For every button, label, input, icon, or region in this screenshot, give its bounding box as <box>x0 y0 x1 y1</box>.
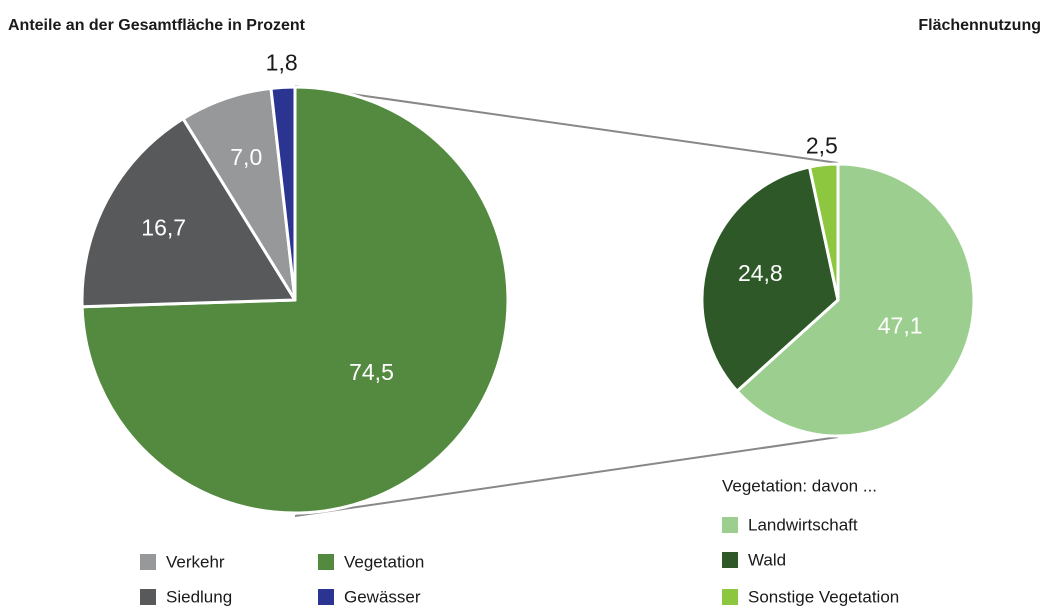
subtitle: Anteile an der Gesamtfläche in Prozent <box>8 17 306 34</box>
title: Flächennutzung <box>918 17 1041 34</box>
pie-slice <box>807 162 840 302</box>
data-label: 7,0 <box>230 144 262 170</box>
legend-swatch <box>722 517 738 533</box>
legend-swatch <box>318 554 334 570</box>
pie-slice <box>80 117 297 309</box>
pie-slice <box>735 162 976 438</box>
data-label: 47,1 <box>878 313 923 339</box>
legend-title: Vegetation: davon ... <box>722 476 877 495</box>
legend-label: Vegetation <box>344 552 424 571</box>
legend-swatch <box>722 552 738 568</box>
data-label: 74,5 <box>349 359 394 385</box>
pie-slice <box>700 165 840 393</box>
legend-swatch <box>140 554 156 570</box>
data-label: 2,5 <box>806 132 838 158</box>
data-label: 1,8 <box>266 50 298 76</box>
legend-label: Sonstige Vegetation <box>748 587 899 606</box>
data-label: 16,7 <box>141 214 186 240</box>
connector <box>294 436 839 517</box>
legend-label: Landwirtschaft <box>748 515 858 534</box>
legend-label: Siedlung <box>166 587 232 606</box>
connector <box>294 85 839 164</box>
legend-label: Wald <box>748 550 786 569</box>
legend-label: Gewässer <box>344 587 421 606</box>
legend-label: Verkehr <box>166 552 225 571</box>
legend-swatch <box>318 589 334 605</box>
pie-slice <box>269 85 297 302</box>
data-label: 24,8 <box>738 260 783 286</box>
legend-swatch <box>140 589 156 605</box>
legend-swatch <box>722 589 738 605</box>
